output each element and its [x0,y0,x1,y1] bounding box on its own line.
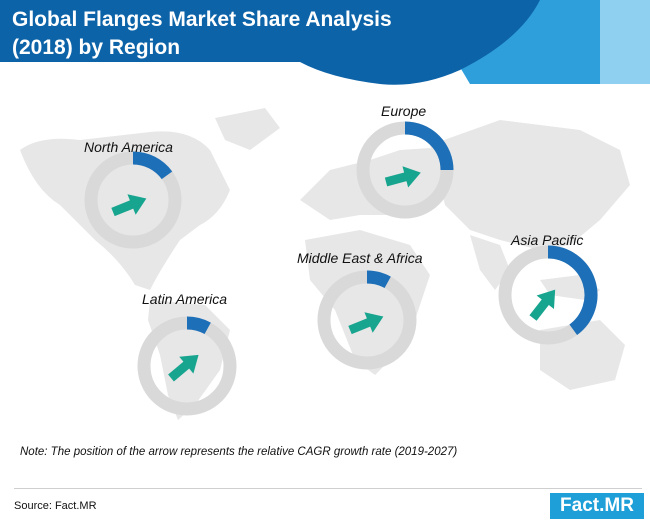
region-donuts [84,121,598,416]
arrow-head [179,354,199,374]
cagr-arrow-asia-pacific [529,289,556,321]
header-banner [0,0,650,85]
cagr-arrow-north-america [111,194,147,217]
south-asia-landmass [470,235,510,290]
footer-divider [14,488,642,489]
label-asia-pacific: Asia Pacific [511,232,584,248]
region-arrows [111,166,556,382]
arrow-shaft [168,360,191,382]
arrow-head [536,289,556,310]
label-north-america: North America [84,139,173,155]
share-arc-north-america [132,151,173,180]
label-europe: Europe [381,103,427,119]
cagr-arrow-middle-east-and-africa [348,312,384,335]
world-map-chart [20,108,630,420]
arrow-shaft [111,199,136,217]
share-arc-asia-pacific [547,245,598,336]
share-arc-middle-east-and-africa [366,270,391,289]
europe-landmass [300,148,450,220]
factmr-logo: Fact.MR [550,493,644,519]
share-arc-latin-america [186,316,211,335]
label-latin-america: Latin America [142,291,228,307]
cagr-arrow-latin-america [168,354,199,382]
page-title: Global Flanges Market Share Analysis (20… [12,6,452,62]
banner-dark-band [0,0,540,85]
share-arc-europe [404,121,454,171]
footnote: Note: The position of the arrow represen… [20,446,458,458]
title-line-2: (2018) by Region [12,36,181,59]
label-middle-east-africa: Middle East & Africa [297,250,423,266]
arrow-head [127,194,147,215]
cagr-arrow-europe [384,166,421,188]
arrow-head [364,312,384,333]
arrow-head [402,166,421,188]
greenland-landmass [215,108,280,150]
arrow-shaft [348,317,373,335]
source-text: Source: Fact.MR [14,500,97,512]
arrow-shaft [384,171,409,187]
title-line-1: Global Flanges Market Share Analysis [12,8,392,31]
asia-landmass [430,120,630,250]
arrow-shaft [529,297,551,321]
